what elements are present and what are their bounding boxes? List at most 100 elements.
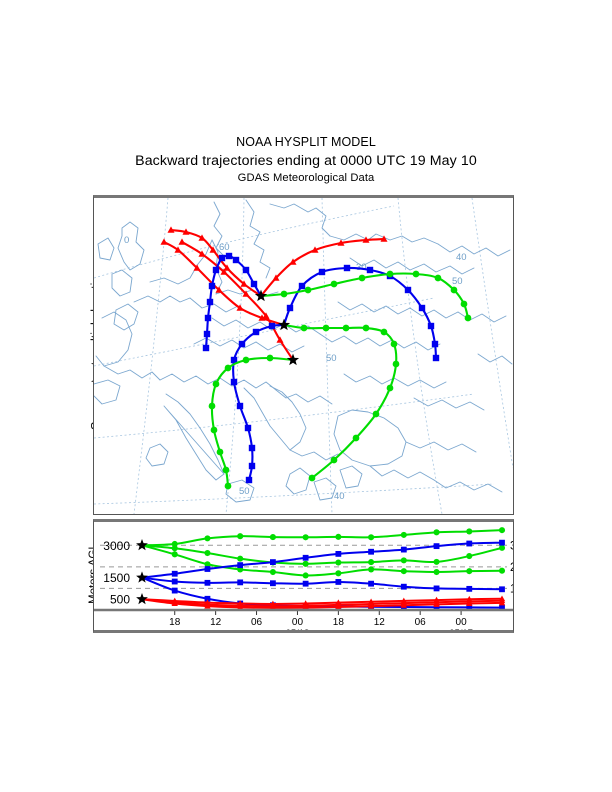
trajectory-marker — [206, 298, 214, 306]
trajectory-marker — [466, 540, 473, 547]
trajectory-marker — [204, 314, 212, 322]
trajectory-line-blue-1500m-c — [232, 323, 286, 482]
source-star-marker — [286, 353, 300, 366]
trajectory-marker — [250, 280, 258, 288]
trajectory-marker — [466, 528, 473, 535]
trajectory-marker — [171, 587, 178, 594]
trajectory-marker — [182, 228, 190, 235]
trajectory-marker — [330, 280, 338, 288]
trajectory-marker — [269, 534, 276, 541]
trajectory-map-panel[interactable]: 0 60 50 40 30 50 50 40 — [93, 195, 514, 515]
trajectory-marker — [450, 286, 458, 294]
trajectory-marker — [362, 324, 370, 332]
trajectory-marker — [289, 258, 297, 265]
trajectory-marker — [412, 270, 420, 278]
height-time-label: 18 — [333, 617, 345, 628]
trajectory-marker — [171, 551, 178, 558]
trajectory-marker — [433, 568, 440, 576]
trajectory-marker — [302, 534, 309, 541]
source-star-marker — [254, 289, 268, 302]
trajectory-marker — [280, 290, 288, 298]
height-time-label: 12 — [210, 617, 222, 628]
trajectory-marker — [204, 579, 211, 586]
map-coordinate-labels: 0 60 50 40 30 50 50 40 — [124, 235, 467, 502]
height-source-star — [136, 539, 148, 551]
trajectory-marker — [300, 324, 308, 332]
trajectory-marker — [392, 360, 400, 368]
trajectory-marker — [208, 282, 216, 290]
trajectory-marker — [222, 466, 230, 474]
height-time-label: 00 — [292, 617, 304, 628]
trajectory-marker — [367, 602, 375, 609]
trajectory-marker — [433, 585, 440, 592]
height-left-axis-labels: 3000 1500 500 — [103, 539, 130, 607]
trajectory-marker — [236, 604, 244, 610]
height-line-red-lo — [141, 598, 503, 609]
trajectory-marker — [400, 601, 408, 608]
trajectory-marker — [400, 531, 407, 538]
trajectory-marker — [352, 434, 360, 442]
trajectory-marker — [237, 562, 244, 569]
trajectory-marker — [318, 268, 326, 276]
trajectory-marker — [368, 566, 375, 573]
height-time-axis-labels: 181206001812060005/1805/17 — [169, 617, 473, 630]
trajectory-marker — [242, 266, 250, 274]
height-right-label: 2000 — [510, 562, 513, 574]
trajectory-map-svg: 0 60 50 40 30 50 50 40 — [94, 198, 513, 514]
figure-title-block: NOAA HYSPLIT MODEL Backward trajectories… — [0, 136, 612, 184]
trajectory-marker — [433, 543, 440, 550]
trajectory-marker — [218, 254, 226, 262]
trajectory-marker — [171, 600, 178, 606]
trajectory-marker — [499, 604, 505, 611]
trajectory-marker — [230, 378, 238, 386]
height-date-label: 05/18 — [286, 628, 310, 630]
trajectory-marker — [276, 336, 284, 343]
trajectory-marker — [342, 324, 350, 332]
trajectory-marker — [286, 304, 294, 312]
trajectory-marker — [466, 600, 473, 606]
trajectory-marker — [204, 602, 211, 609]
trajectory-marker — [198, 250, 206, 257]
trajectory-marker — [270, 559, 276, 565]
height-line-red-mid — [141, 598, 503, 608]
height-left-label: 3000 — [103, 539, 130, 553]
trajectory-marker — [466, 553, 473, 560]
height-source-star — [136, 593, 148, 605]
map-graticule — [94, 198, 513, 514]
map-coordinate-label: 50 — [452, 276, 463, 287]
trajectory-marker — [269, 568, 276, 576]
trajectory-marker — [204, 561, 211, 568]
trajectory-marker — [237, 579, 244, 586]
trajectory-marker — [216, 448, 224, 456]
height-source-star — [136, 571, 148, 583]
trajectory-marker — [302, 580, 309, 587]
trajectory-marker — [433, 601, 440, 607]
map-coastlines — [94, 199, 513, 503]
trajectory-marker — [202, 344, 210, 352]
trajectory-marker — [400, 568, 407, 575]
trajectory-marker — [272, 274, 280, 281]
trajectory-marker — [270, 580, 276, 587]
map-coordinate-label: 50 — [326, 353, 337, 364]
map-coordinate-label: 30 — [356, 262, 367, 273]
height-profile-panel[interactable]: 3000 1500 500 3000 2000 1000 18 12 06 00 18 12 06 0… — [93, 519, 514, 633]
trajectory-marker — [232, 256, 240, 264]
trajectory-marker — [244, 424, 252, 432]
trajectory-marker — [302, 560, 309, 567]
trajectory-marker — [236, 304, 244, 311]
height-time-label: 18 — [169, 617, 181, 628]
trajectory-marker — [368, 559, 375, 566]
trajectory-marker — [171, 545, 178, 552]
trajectory-marker — [215, 286, 223, 293]
trajectory-marker — [245, 476, 253, 484]
trajectory-marker — [178, 238, 186, 245]
trajectory-marker — [335, 559, 342, 566]
title-trajectory-description: Backward trajectories ending at 0000 UTC… — [135, 152, 477, 169]
trajectory-marker — [427, 322, 435, 330]
trajectory-marker — [499, 539, 505, 546]
trajectory-marker — [204, 535, 211, 542]
trajectory-marker — [210, 426, 218, 434]
trajectory-marker — [302, 572, 309, 579]
trajectory-marker — [390, 340, 398, 348]
trajectory-marker — [248, 444, 256, 452]
